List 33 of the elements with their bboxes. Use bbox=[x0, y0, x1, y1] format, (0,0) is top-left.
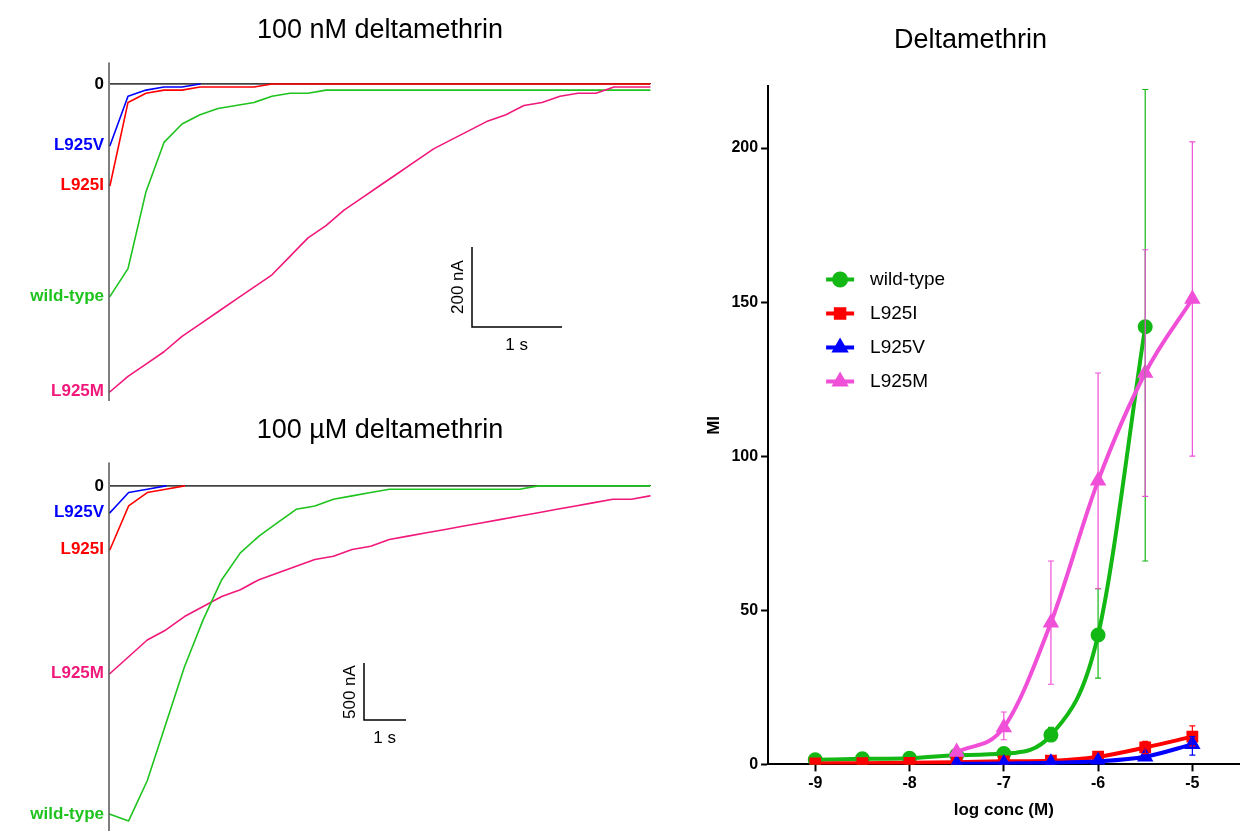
series-label: wild-type bbox=[29, 286, 104, 306]
chart-title: 100 nM deltamethrin bbox=[256, 13, 504, 44]
x-tick-label: -5 bbox=[1185, 774, 1200, 792]
annotation: 200 nA bbox=[447, 259, 468, 314]
chart-title: 100 µM deltamethrin bbox=[256, 413, 504, 444]
x-tick-label: -7 bbox=[996, 774, 1012, 792]
legend-label: wild-type bbox=[869, 267, 946, 289]
x-axis-title: log conc (M) bbox=[953, 800, 1054, 820]
legend-label: L925I bbox=[870, 301, 918, 323]
annotation: 1 s bbox=[505, 334, 528, 355]
series-label: L925V bbox=[53, 135, 105, 155]
y-tick-label: 200 bbox=[731, 138, 759, 156]
series-label: L925M bbox=[51, 381, 104, 401]
series-label: wild-type bbox=[29, 803, 104, 823]
annotation: 1 s bbox=[373, 728, 396, 749]
legend-label: L925M bbox=[870, 369, 929, 391]
ref-line-label: 0 bbox=[94, 475, 104, 495]
y-tick-label: 50 bbox=[740, 600, 759, 618]
annotation: 500 nA bbox=[339, 665, 360, 719]
y-tick-label: 0 bbox=[749, 754, 759, 772]
series-label: L925I bbox=[60, 539, 104, 559]
series-label: L925I bbox=[60, 175, 104, 195]
legend-label: L925V bbox=[870, 335, 926, 357]
series-label: L925V bbox=[53, 502, 105, 522]
x-tick-label: -8 bbox=[902, 774, 917, 792]
chart-title: Deltamethrin bbox=[893, 23, 1048, 54]
x-tick-label: -6 bbox=[1090, 774, 1106, 792]
y-tick-label: 100 bbox=[731, 446, 759, 464]
series-label: L925M bbox=[51, 663, 104, 683]
y-axis-title: MI bbox=[703, 415, 723, 435]
x-tick-label: -9 bbox=[808, 774, 823, 792]
ref-line-label: 0 bbox=[94, 73, 104, 93]
y-tick-label: 150 bbox=[731, 292, 759, 310]
